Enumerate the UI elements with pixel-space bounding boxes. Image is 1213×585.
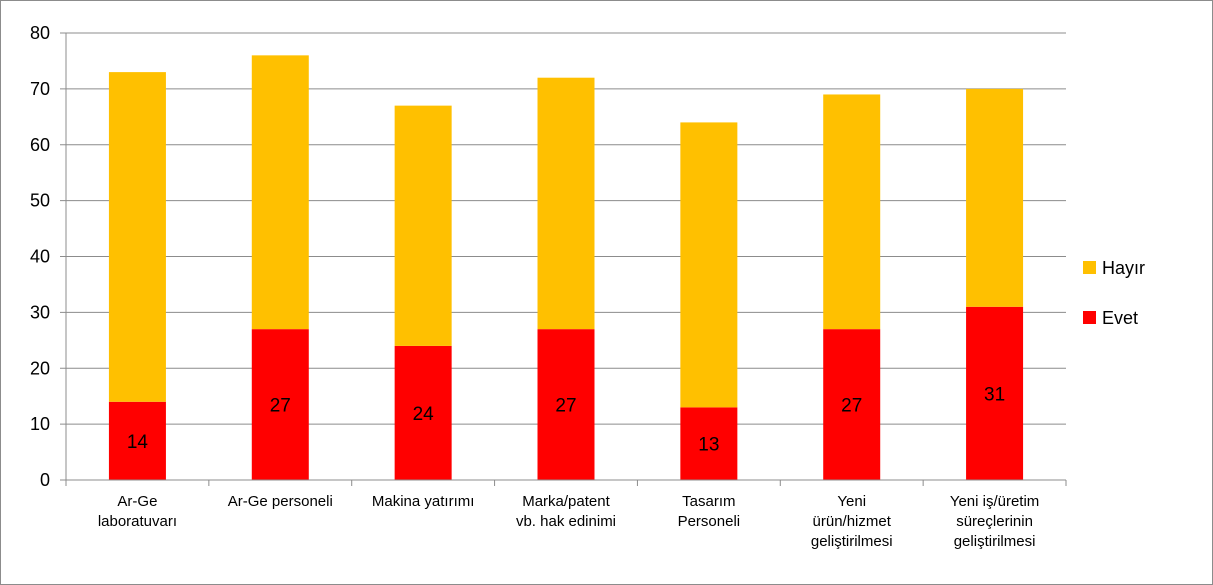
bars xyxy=(108,55,1024,480)
data-label: 27 xyxy=(270,396,291,417)
data-label: 13 xyxy=(698,435,719,456)
data-label: 27 xyxy=(841,396,862,417)
x-category-label: Yeni iş/üretim süreçlerinin geliştirilmesi xyxy=(950,493,1040,550)
bar-evet xyxy=(537,329,595,480)
bar-hayır xyxy=(680,122,738,408)
y-tick-label: 30 xyxy=(30,302,50,322)
legend-swatch-hayır xyxy=(1083,261,1096,274)
axes xyxy=(60,32,1067,486)
x-category-label: Marka/patent vb. hak edinimi xyxy=(516,493,616,530)
bar-hayır xyxy=(251,55,309,330)
y-tick-label: 70 xyxy=(30,79,50,99)
y-tick-label: 10 xyxy=(30,414,50,434)
bar-evet xyxy=(680,407,738,480)
data-label: 14 xyxy=(127,432,149,453)
bar-evet xyxy=(108,401,166,480)
data-label: 31 xyxy=(984,384,1005,405)
y-tick-label: 60 xyxy=(30,135,50,155)
x-category-label: Makina yatırımı xyxy=(372,493,475,510)
bar-evet xyxy=(966,306,1024,480)
x-category-label: Tasarım Personeli xyxy=(678,493,741,530)
bar-hayır xyxy=(823,94,881,330)
x-axis-category-labels: Ar-Ge laboratuvarı Ar-Ge personeli Makina y… xyxy=(98,493,1040,550)
x-category-label: Ar-Ge personeli xyxy=(228,493,333,510)
bar-evet xyxy=(823,329,881,480)
bar-evet xyxy=(394,345,452,480)
bar-hayır xyxy=(537,77,595,330)
legend-label-hayır: Hayır xyxy=(1102,258,1145,278)
bar-hayır xyxy=(394,105,452,346)
y-tick-label: 50 xyxy=(30,191,50,211)
legend-label-evet: Evet xyxy=(1102,308,1138,328)
legend-swatch-evet xyxy=(1083,311,1096,324)
legend: Hayır Evet xyxy=(1083,258,1145,328)
data-label: 24 xyxy=(413,404,435,425)
x-category-label: Ar-Ge laboratuvarı xyxy=(98,493,177,530)
bar-hayır xyxy=(108,72,166,402)
data-labels: 14 27 24 27 13 27 31 xyxy=(127,384,1005,455)
bar-evet xyxy=(251,329,309,480)
y-tick-label: 80 xyxy=(30,23,50,43)
y-axis-tick-labels: 0 10 20 30 40 50 60 70 80 xyxy=(30,23,50,490)
y-tick-label: 0 xyxy=(40,470,50,490)
x-category-label: Yeni ürün/hizmet geliştirilmesi xyxy=(811,493,893,550)
bar-hayır xyxy=(966,88,1024,307)
y-tick-label: 40 xyxy=(30,247,50,267)
data-label: 27 xyxy=(555,396,576,417)
y-tick-label: 20 xyxy=(30,358,50,378)
